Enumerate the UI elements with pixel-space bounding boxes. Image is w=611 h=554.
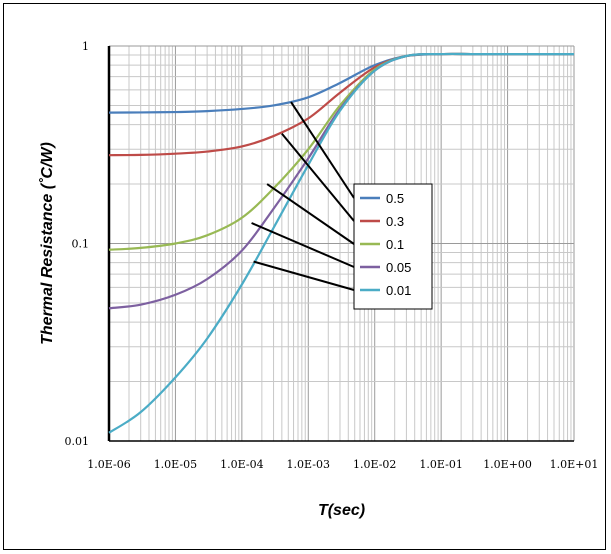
- legend-label: 0.05: [386, 260, 411, 275]
- chart-svg: 0.50.30.10.050.01 1.0E-06 1.0E-05 1.0E-04 1…: [39, 40, 599, 519]
- legend-label: 0.01: [386, 283, 411, 298]
- x-tick-label: 1.0E-03: [287, 458, 330, 471]
- leader-line: [253, 260, 355, 291]
- legend-label: 0.5: [386, 191, 404, 206]
- y-tick-label: 0.01: [65, 435, 90, 448]
- leader-line: [251, 222, 355, 268]
- leader-line: [266, 183, 355, 245]
- legend-box: [353, 183, 433, 310]
- x-tick-label: 1.0E-05: [154, 458, 197, 471]
- y-tick-label: 1: [82, 40, 89, 53]
- x-tick-label: 1.0E-01: [419, 458, 462, 471]
- x-tick-label: 1.0E-04: [220, 458, 263, 471]
- series-layer: [108, 52, 574, 434]
- legend: 0.5 0.3 0.1 0.05 0.01: [353, 183, 433, 310]
- x-tick-label: 1.0E+00: [483, 458, 532, 471]
- y-tick-label: 0.1: [72, 238, 90, 251]
- leader-line: [281, 132, 355, 222]
- chart-frame: 0.5 0.3 0.1 0.05 0.01 1.0E-06 1.0E-05 1.0E-04 1…: [3, 3, 606, 550]
- tick-labels: 1.0E-06 1.0E-05 1.0E-04 1.0E-03 1.0E-02 1.0E-…: [65, 40, 599, 471]
- x-axis-title: T(sec): [318, 502, 365, 519]
- x-tick-label: 1.0E-06: [87, 458, 130, 471]
- leader-line: [290, 101, 355, 199]
- series-line-0-01: [108, 52, 574, 434]
- x-tick-label: 1.0E+01: [550, 458, 599, 471]
- legend-label: 0.1: [386, 237, 404, 252]
- legend-label: 0.3: [386, 214, 404, 229]
- x-tick-label: 1.0E-02: [353, 458, 396, 471]
- leader-layer: [251, 101, 355, 291]
- y-axis-title: Thermal Resistance (˚C/W): [39, 142, 56, 345]
